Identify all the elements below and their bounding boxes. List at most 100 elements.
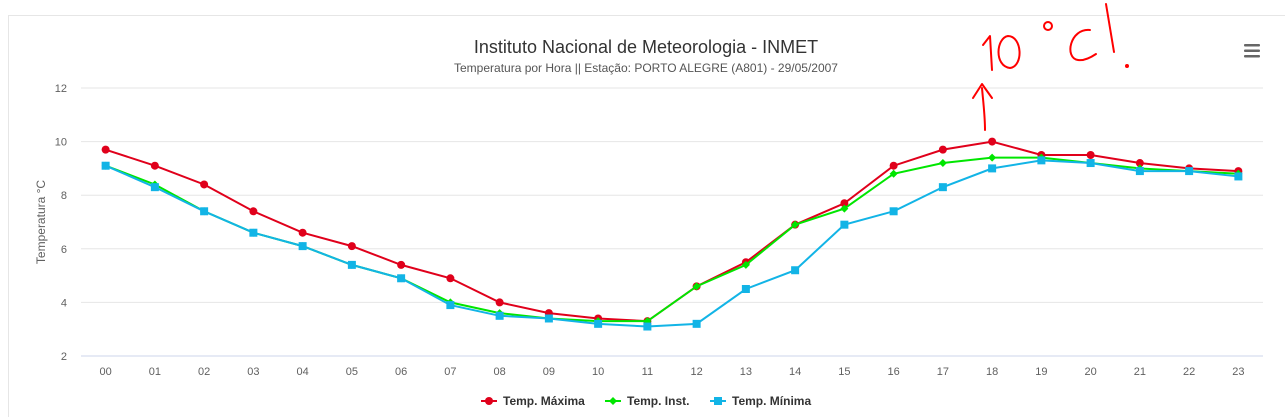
- data-point[interactable]: [249, 228, 258, 237]
- data-point[interactable]: [791, 220, 800, 229]
- x-axis-ticks: 00 01 02 03 04 05 06 07 08 09 10 11 12 13 14 15 16 17 18 19…: [100, 366, 1245, 378]
- data-point[interactable]: [692, 282, 701, 291]
- annotation-degree: [1043, 21, 1053, 31]
- data-point[interactable]: [1037, 156, 1046, 165]
- data-point[interactable]: [397, 260, 406, 269]
- data-point[interactable]: [889, 169, 898, 178]
- hamburger-menu-icon: [1244, 44, 1260, 58]
- grid-lines: [81, 87, 1263, 357]
- x-tick-label: 00: [100, 366, 112, 378]
- annotation-exclamation-dot: [1125, 64, 1129, 68]
- y-tick-label: 8: [61, 190, 67, 202]
- data-point[interactable]: [741, 260, 750, 269]
- data-point[interactable]: [544, 314, 553, 323]
- chart-title: Instituto Nacional de Meteorologia - INM…: [474, 37, 818, 57]
- x-tick-label: 02: [198, 366, 210, 378]
- data-point[interactable]: [397, 274, 406, 283]
- data-point[interactable]: [988, 137, 997, 146]
- y-tick-label: 6: [61, 244, 67, 256]
- legend-label: Temp. Máxima: [503, 394, 585, 408]
- y-tick-label: 10: [55, 137, 67, 149]
- x-tick-label: 08: [494, 366, 506, 378]
- data-point[interactable]: [495, 298, 504, 307]
- legend-item[interactable]: Temp. Máxima: [481, 394, 585, 408]
- data-point[interactable]: [1135, 167, 1144, 176]
- series-line: [105, 159, 1239, 328]
- series-layer: [101, 137, 1243, 331]
- data-point[interactable]: [840, 199, 849, 208]
- legend: Temp. Máxima Temp. Inst. Temp. Mínima: [481, 394, 811, 408]
- annotation-arrow-shaft: [981, 87, 986, 131]
- annotation-digit-1: [982, 35, 993, 71]
- x-tick-label: 05: [346, 366, 358, 378]
- x-tick-label: 17: [937, 366, 949, 378]
- x-tick-label: 21: [1134, 366, 1146, 378]
- legend-item[interactable]: Temp. Mínima: [710, 394, 811, 408]
- x-tick-label: 07: [444, 366, 456, 378]
- handwritten-annotation: [972, 3, 1129, 131]
- data-point[interactable]: [150, 161, 159, 170]
- series-temp-inst-: [101, 153, 1243, 326]
- x-tick-label: 03: [247, 366, 259, 378]
- data-point[interactable]: [938, 183, 947, 192]
- x-tick-label: 09: [543, 366, 555, 378]
- data-point[interactable]: [594, 319, 603, 328]
- legend-label: Temp. Mínima: [732, 394, 811, 408]
- x-tick-label: 13: [740, 366, 752, 378]
- data-point[interactable]: [249, 207, 258, 216]
- x-tick-label: 01: [149, 366, 161, 378]
- data-point[interactable]: [1185, 167, 1194, 176]
- y-axis-ticks: 2 4 6 8 10 12: [55, 83, 67, 363]
- series-line: [105, 140, 1239, 323]
- data-point[interactable]: [347, 260, 356, 269]
- annotation-digit-0: [997, 35, 1021, 69]
- data-point[interactable]: [988, 164, 997, 173]
- legend-item[interactable]: Temp. Inst.: [605, 394, 689, 408]
- y-tick-label: 2: [61, 351, 67, 363]
- data-point[interactable]: [150, 183, 159, 192]
- chart-frame: [8, 15, 1285, 417]
- x-tick-label: 23: [1232, 366, 1244, 378]
- data-point[interactable]: [1234, 172, 1243, 181]
- x-tick-label: 22: [1183, 366, 1195, 378]
- data-point[interactable]: [1135, 159, 1144, 168]
- data-point[interactable]: [298, 242, 307, 251]
- data-point[interactable]: [298, 228, 307, 237]
- data-point[interactable]: [495, 311, 504, 320]
- data-point[interactable]: [200, 207, 209, 216]
- data-point[interactable]: [446, 274, 455, 283]
- data-point[interactable]: [692, 319, 701, 328]
- data-point[interactable]: [889, 207, 898, 216]
- x-tick-label: 18: [986, 366, 998, 378]
- chart-menu-button[interactable]: [1238, 40, 1266, 62]
- data-point[interactable]: [741, 285, 750, 293]
- data-point[interactable]: [101, 145, 110, 154]
- x-tick-label: 11: [642, 366, 653, 378]
- x-tick-label: 15: [838, 366, 850, 378]
- data-point[interactable]: [347, 242, 356, 251]
- x-tick-label: 14: [789, 366, 801, 378]
- data-point[interactable]: [101, 161, 110, 170]
- y-axis-label: Temperatura °C: [34, 180, 48, 264]
- x-tick-label: 20: [1085, 366, 1097, 378]
- x-tick-label: 12: [691, 366, 703, 378]
- data-point[interactable]: [1086, 151, 1095, 159]
- data-point[interactable]: [643, 322, 652, 331]
- data-point[interactable]: [840, 220, 849, 229]
- series-temp-m-xima: [101, 137, 1243, 326]
- data-point[interactable]: [840, 204, 849, 213]
- data-point[interactable]: [791, 266, 800, 275]
- data-point[interactable]: [1086, 159, 1095, 168]
- annotation-letter-c: [1069, 28, 1097, 62]
- series-temp-m-nima: [101, 156, 1243, 331]
- annotation-arrow-head: [972, 83, 993, 99]
- legend-marker: [714, 397, 722, 405]
- data-point[interactable]: [200, 180, 209, 189]
- data-point[interactable]: [938, 159, 947, 168]
- data-point[interactable]: [889, 161, 898, 170]
- data-point[interactable]: [988, 153, 997, 162]
- x-tick-label: 10: [592, 366, 604, 378]
- data-point[interactable]: [446, 301, 455, 310]
- data-point[interactable]: [938, 145, 947, 154]
